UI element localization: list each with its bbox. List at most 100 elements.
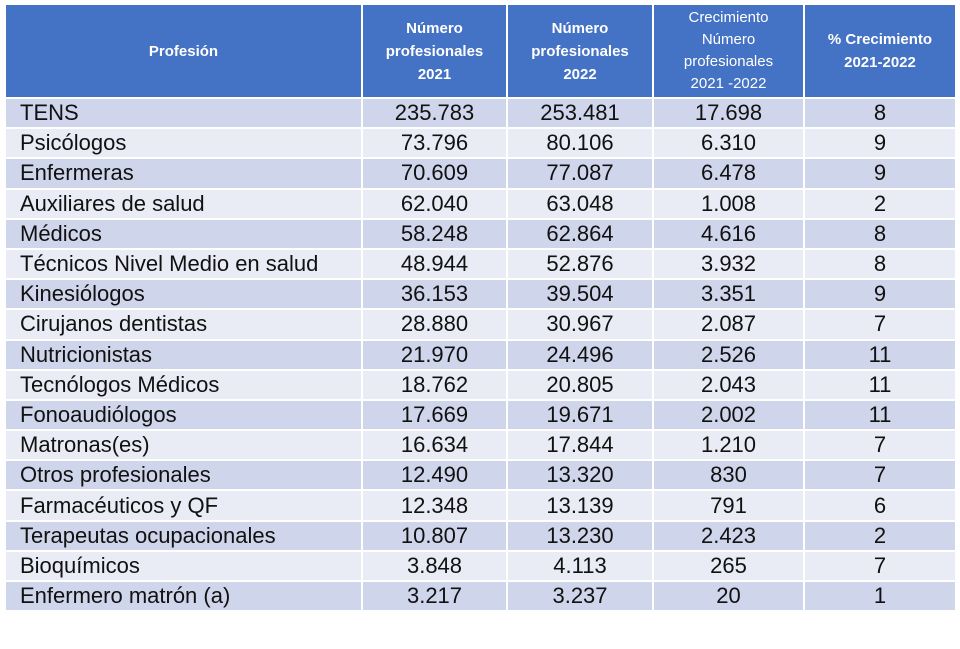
header-line: Número <box>551 19 609 37</box>
header-line: 2022 <box>563 65 597 83</box>
cell-numero-2022: 17.844 <box>506 429 654 462</box>
header-numero-2021: Número profesionales 2021 <box>361 3 508 99</box>
cell-crecimiento: 1.008 <box>652 187 805 220</box>
header-line: Número <box>406 19 463 37</box>
table-body: TENS 235.783 253.481 17.698 8 Psicólogos 73.79… <box>4 96 957 613</box>
cell-crecimiento: 1.210 <box>652 429 805 462</box>
table-row: Psicólogos 73.796 80.106 6.310 9 <box>4 127 957 160</box>
header-profesion: Profesión <box>4 3 363 99</box>
header-row: Profesión Número profesionales 2021 Número pr… <box>4 3 957 99</box>
cell-profesion: Cirujanos dentistas <box>4 308 363 341</box>
cell-porcentaje: 8 <box>803 247 957 281</box>
cell-crecimiento: 2.526 <box>652 338 805 371</box>
cell-porcentaje: 8 <box>803 217 957 250</box>
cell-numero-2021: 48.944 <box>361 247 508 281</box>
cell-profesion: Enfermero matrón (a) <box>4 579 363 613</box>
cell-crecimiento: 791 <box>652 489 805 522</box>
header-line: 2021-2022 <box>844 54 916 71</box>
cell-numero-2022: 77.087 <box>506 157 654 190</box>
header-crecimiento: Crecimiento Número profesionales 2021 -2022 <box>652 3 805 99</box>
header-line: Crecimiento <box>688 9 769 26</box>
cell-crecimiento: 6.310 <box>652 127 805 160</box>
cell-crecimiento: 20 <box>652 579 805 613</box>
cell-porcentaje: 11 <box>803 368 957 401</box>
cell-numero-2021: 10.807 <box>361 519 508 552</box>
cell-porcentaje: 7 <box>803 549 957 583</box>
table-row: Cirujanos dentistas 28.880 30.967 2.087 7 <box>4 308 957 341</box>
cell-numero-2021: 3.848 <box>361 549 508 583</box>
cell-porcentaje: 9 <box>803 278 957 311</box>
cell-numero-2021: 21.970 <box>361 338 508 371</box>
header-line: % Crecimiento <box>827 31 933 48</box>
cell-crecimiento: 830 <box>652 459 805 492</box>
table-row: Nutricionistas 21.970 24.496 2.526 11 <box>4 338 957 371</box>
table-row: Enfermeras 70.609 77.087 6.478 9 <box>4 157 957 190</box>
data-table-container: Profesión Número profesionales 2021 Número pr… <box>4 3 957 613</box>
cell-profesion: Terapeutas ocupacionales <box>4 519 363 552</box>
cell-profesion: Kinesiólogos <box>4 278 363 311</box>
cell-crecimiento: 2.043 <box>652 368 805 401</box>
table-row: Auxiliares de salud 62.040 63.048 1.008 2 <box>4 187 957 220</box>
cell-porcentaje: 9 <box>803 157 957 190</box>
header-line: 2021 -2022 <box>690 75 767 92</box>
table-row: Médicos 58.248 62.864 4.616 8 <box>4 217 957 250</box>
cell-porcentaje: 7 <box>803 308 957 341</box>
cell-numero-2022: 63.048 <box>506 187 654 220</box>
cell-profesion: Bioquímicos <box>4 549 363 583</box>
cell-numero-2022: 39.504 <box>506 278 654 311</box>
profession-growth-table: Profesión Número profesionales 2021 Número pr… <box>4 3 957 613</box>
table-row: TENS 235.783 253.481 17.698 8 <box>4 96 957 130</box>
header-line: Profesión <box>148 42 219 60</box>
table-row: Técnicos Nivel Medio en salud 48.944 52.87… <box>4 247 957 281</box>
cell-numero-2022: 253.481 <box>506 96 654 130</box>
cell-numero-2022: 19.671 <box>506 398 654 432</box>
cell-numero-2021: 3.217 <box>361 579 508 613</box>
cell-porcentaje: 11 <box>803 398 957 432</box>
cell-profesion: Farmacéuticos y QF <box>4 489 363 522</box>
cell-numero-2021: 62.040 <box>361 187 508 220</box>
cell-numero-2021: 12.348 <box>361 489 508 522</box>
cell-numero-2022: 52.876 <box>506 247 654 281</box>
table-header: Profesión Número profesionales 2021 Número pr… <box>4 3 957 99</box>
cell-porcentaje: 6 <box>803 489 957 522</box>
table-row: Otros profesionales 12.490 13.320 830 7 <box>4 459 957 492</box>
cell-profesion: Enfermeras <box>4 157 363 190</box>
cell-numero-2022: 13.320 <box>506 459 654 492</box>
cell-numero-2022: 13.139 <box>506 489 654 522</box>
cell-crecimiento: 3.351 <box>652 278 805 311</box>
cell-numero-2021: 17.669 <box>361 398 508 432</box>
table-row: Fonoaudiólogos 17.669 19.671 2.002 11 <box>4 398 957 432</box>
cell-porcentaje: 8 <box>803 96 957 130</box>
cell-numero-2021: 58.248 <box>361 217 508 250</box>
cell-numero-2021: 70.609 <box>361 157 508 190</box>
cell-profesion: TENS <box>4 96 363 130</box>
cell-numero-2022: 3.237 <box>506 579 654 613</box>
cell-numero-2021: 18.762 <box>361 368 508 401</box>
header-line: profesionales <box>683 53 774 70</box>
cell-numero-2021: 28.880 <box>361 308 508 341</box>
cell-porcentaje: 7 <box>803 429 957 462</box>
cell-profesion: Psicólogos <box>4 127 363 160</box>
cell-numero-2022: 62.864 <box>506 217 654 250</box>
table-row: Farmacéuticos y QF 12.348 13.139 791 6 <box>4 489 957 522</box>
header-line: 2021 <box>417 65 452 83</box>
cell-porcentaje: 9 <box>803 127 957 160</box>
table-row: Enfermero matrón (a) 3.217 3.237 20 1 <box>4 579 957 613</box>
header-porcentaje: % Crecimiento 2021-2022 <box>803 3 957 99</box>
cell-profesion: Fonoaudiólogos <box>4 398 363 432</box>
cell-numero-2021: 235.783 <box>361 96 508 130</box>
cell-porcentaje: 11 <box>803 338 957 371</box>
cell-crecimiento: 17.698 <box>652 96 805 130</box>
cell-porcentaje: 2 <box>803 187 957 220</box>
cell-numero-2021: 73.796 <box>361 127 508 160</box>
cell-numero-2021: 36.153 <box>361 278 508 311</box>
cell-crecimiento: 6.478 <box>652 157 805 190</box>
cell-porcentaje: 7 <box>803 459 957 492</box>
cell-numero-2022: 20.805 <box>506 368 654 401</box>
cell-profesion: Nutricionistas <box>4 338 363 371</box>
cell-profesion: Médicos <box>4 217 363 250</box>
table-row: Kinesiólogos 36.153 39.504 3.351 9 <box>4 278 957 311</box>
cell-numero-2022: 24.496 <box>506 338 654 371</box>
cell-porcentaje: 1 <box>803 579 957 613</box>
header-line: profesionales <box>531 42 629 60</box>
